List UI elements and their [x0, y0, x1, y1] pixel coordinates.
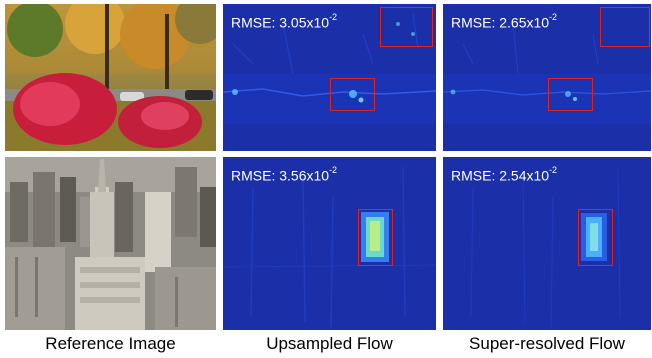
highlight-box [548, 78, 593, 111]
caption-reference-image: Reference Image [45, 334, 176, 353]
highlight-box [380, 7, 433, 47]
highlight-box [578, 209, 613, 266]
rmse-label: RMSE: 2.54x10-2 [451, 163, 557, 185]
rmse-exponent: -2 [549, 12, 558, 22]
upsampled-flow-error-map-2: RMSE: 3.56x10-2 [223, 157, 436, 330]
rmse-label: RMSE: 3.05x10-2 [231, 10, 337, 32]
rmse-exponent: -2 [549, 165, 558, 175]
reference-image-city [5, 157, 216, 330]
rmse-exponent: -2 [329, 12, 338, 22]
highlight-box [600, 7, 650, 47]
caption-superresolved-flow: Super-resolved Flow [469, 334, 625, 353]
superresolved-flow-error-map-2: RMSE: 2.54x10-2 [443, 157, 651, 330]
rmse-label: RMSE: 3.56x10-2 [231, 163, 337, 185]
superresolved-flow-error-map-1: RMSE: 2.65x10-2 [443, 4, 651, 151]
highlight-box [330, 78, 375, 111]
upsampled-flow-error-map-1: RMSE: 3.05x10-2 [223, 4, 436, 151]
reference-image-park [5, 4, 216, 151]
rmse-value: RMSE: 2.65x10 [451, 14, 550, 31]
highlight-box [358, 209, 393, 266]
caption-upsampled-flow: Upsampled Flow [266, 334, 393, 353]
rmse-value: RMSE: 3.05x10 [231, 14, 330, 31]
rmse-value: RMSE: 3.56x10 [231, 167, 330, 184]
rmse-label: RMSE: 2.65x10-2 [451, 10, 557, 32]
rmse-exponent: -2 [329, 165, 338, 175]
rmse-value: RMSE: 2.54x10 [451, 167, 550, 184]
